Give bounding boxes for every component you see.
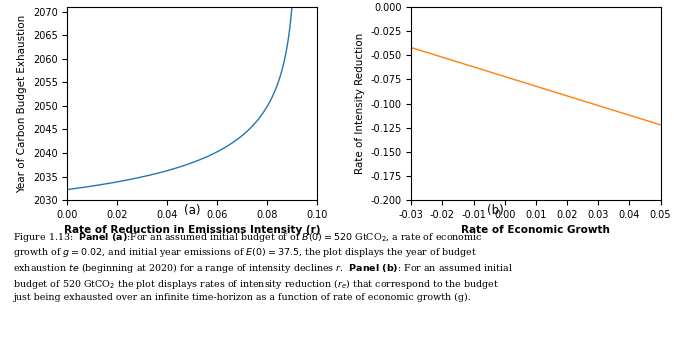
Y-axis label: Year of Carbon Budget Exhaustion: Year of Carbon Budget Exhaustion xyxy=(18,14,27,193)
Text: Figure 1.13:  $\mathbf{Panel\ (a)}$:For an assumed initial budget of of $B(0) = : Figure 1.13: $\mathbf{Panel\ (a)}$:For a… xyxy=(13,231,514,302)
Text: (b): (b) xyxy=(487,204,503,217)
Text: (a): (a) xyxy=(184,204,200,217)
X-axis label: Rate of Reduction in Emissions Intensity (r): Rate of Reduction in Emissions Intensity… xyxy=(64,225,320,235)
X-axis label: Rate of Economic Growth: Rate of Economic Growth xyxy=(462,225,611,235)
Y-axis label: Rate of Intensity Reduction: Rate of Intensity Reduction xyxy=(355,33,365,174)
